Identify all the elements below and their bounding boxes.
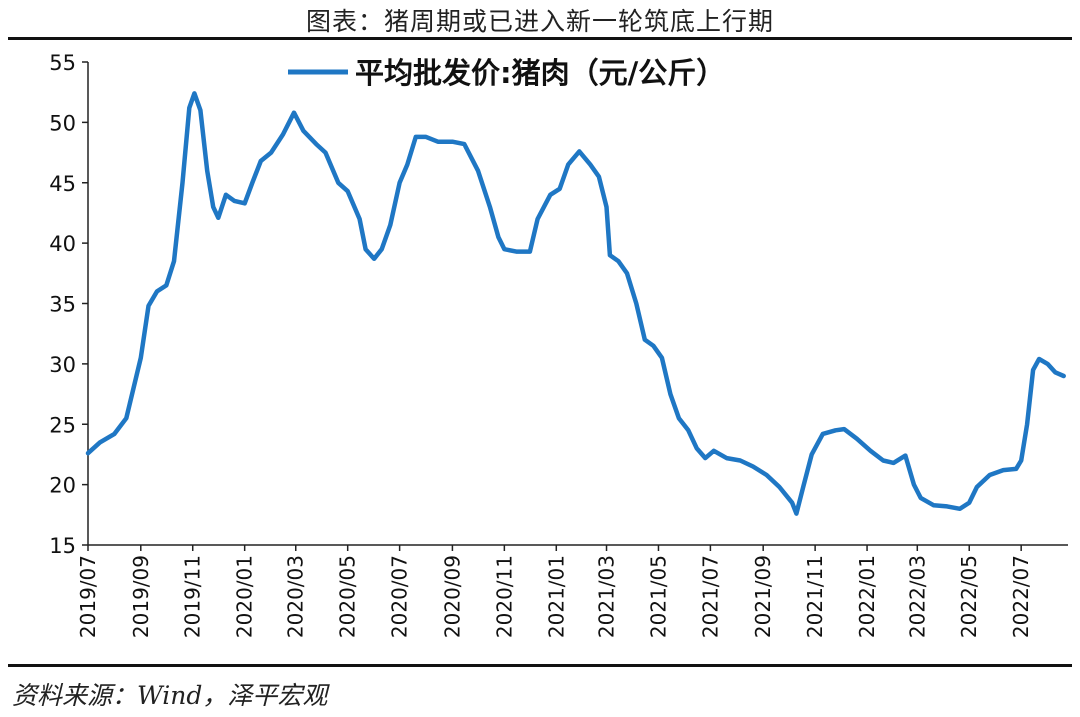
x-tick-label: 2020/05	[336, 555, 360, 638]
bottom-rule	[8, 664, 1072, 667]
source-note: 资料来源：Wind，泽平宏观	[12, 681, 328, 710]
y-tick-label: 35	[49, 293, 76, 317]
y-axis-ticks: 15 20 25 30 35 40 45 50 55	[49, 51, 88, 558]
y-tick-label: 25	[49, 413, 76, 437]
x-tick-label: 2021/07	[698, 555, 722, 638]
axes	[87, 62, 1068, 546]
series-line-0	[85, 91, 1066, 516]
legend: 平均批发价:猪肉（元/公斤）	[288, 56, 725, 90]
y-tick-label: 40	[49, 232, 76, 256]
legend-label: 平均批发价:猪肉（元/公斤）	[355, 56, 725, 90]
chart-title: 图表：猪周期或已进入新一轮筑底上行期	[305, 7, 774, 36]
chart: 15 20 25 30 35 40 45 50 55 2019/07 2019/09 2019/11…	[49, 51, 1068, 638]
y-tick-label: 45	[49, 172, 76, 196]
x-tick-label: 2021/11	[803, 555, 827, 638]
y-tick-label: 30	[49, 353, 76, 377]
x-tick-label: 2021/05	[646, 555, 670, 638]
x-tick-label: 2020/03	[284, 555, 308, 638]
x-tick-label: 2021/01	[544, 555, 568, 638]
series-group	[85, 91, 1066, 516]
x-tick-label: 2021/03	[595, 555, 619, 638]
x-tick-label: 2021/09	[751, 555, 775, 638]
y-tick-label: 20	[49, 474, 76, 498]
y-tick-label: 50	[49, 111, 76, 135]
x-axis-ticks: 2019/07 2019/09 2019/11 2020/01 2020/03 2020/…	[76, 545, 1033, 638]
x-tick-label: 2020/07	[388, 555, 412, 638]
x-tick-label: 2019/09	[129, 555, 153, 638]
y-tick-label: 15	[49, 534, 76, 558]
x-tick-label: 2020/11	[492, 555, 516, 638]
x-tick-label: 2022/03	[905, 555, 929, 638]
x-tick-label: 2022/07	[1009, 555, 1033, 638]
x-tick-label: 2020/09	[440, 555, 464, 638]
x-tick-label: 2019/11	[181, 555, 205, 638]
x-tick-label: 2022/01	[855, 555, 879, 638]
y-tick-label: 55	[49, 51, 76, 75]
x-tick-label: 2019/07	[76, 555, 100, 638]
x-tick-label: 2022/05	[957, 555, 981, 638]
x-tick-label: 2020/01	[233, 555, 257, 638]
top-rule	[8, 37, 1072, 40]
